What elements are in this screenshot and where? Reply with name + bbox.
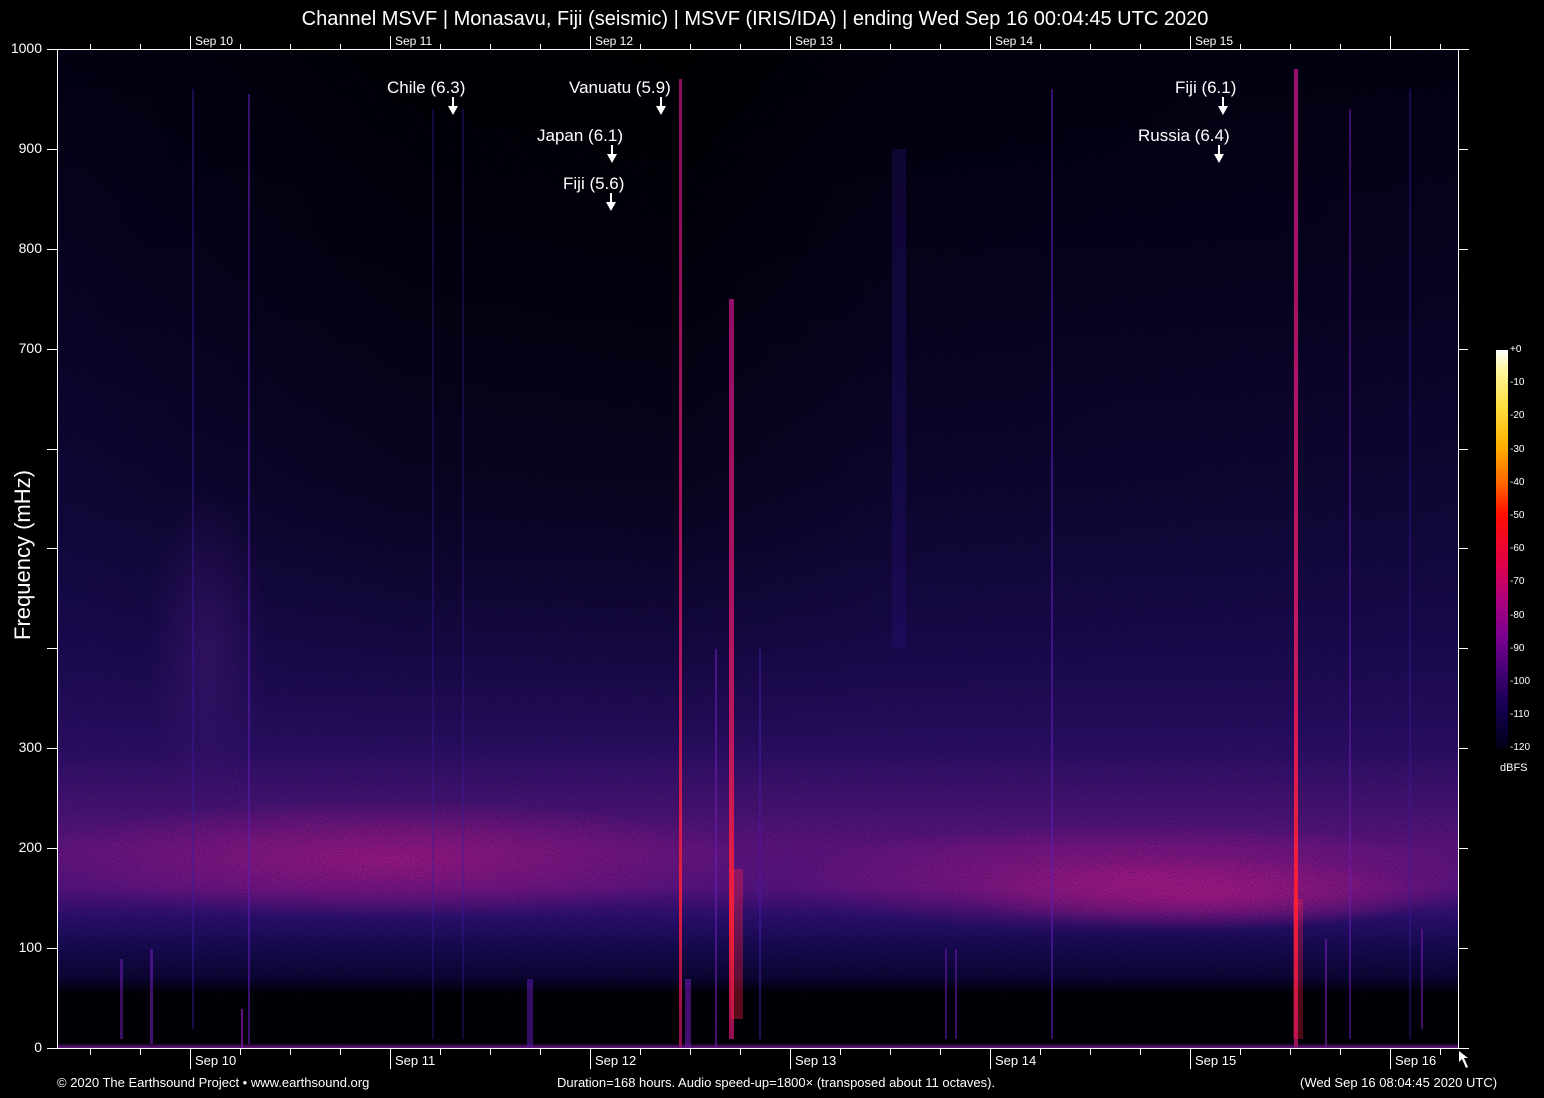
x-label-top: Sep 10 <box>195 34 234 48</box>
x-label-bottom: Sep 11 <box>395 1053 436 1068</box>
colorbar-label: -10 <box>1510 377 1525 388</box>
colorbar-label: -110 <box>1510 709 1530 720</box>
y-label: 700 <box>18 340 42 356</box>
y-label: 800 <box>18 240 42 256</box>
y-axis-left-line <box>57 49 58 1049</box>
y-label: 1000 <box>10 40 42 56</box>
colorbar-label: -50 <box>1510 510 1525 521</box>
footer-duration: Duration=168 hours. Audio speed-up=1800×… <box>557 1075 996 1090</box>
colorbar-label: -80 <box>1510 610 1525 621</box>
y-axis-right-line <box>1458 49 1459 1049</box>
colorbar-label: -100 <box>1510 676 1531 687</box>
chart-title: Channel MSVF | Monasavu, Fiji (seismic) … <box>301 8 1209 30</box>
footer-end-time: (Wed Sep 16 08:04:45 2020 UTC) <box>1300 1075 1498 1090</box>
spectrogram-plot[interactable] <box>57 49 1458 1048</box>
annotation-label: Chile (6.3) <box>387 78 466 97</box>
y-axis-title: Frequency (mHz) <box>10 470 35 640</box>
colorbar-label: -90 <box>1510 643 1525 654</box>
x-label-bottom: Sep 13 <box>795 1053 837 1068</box>
colorbar-unit: dBFS <box>1500 762 1528 774</box>
playhead-cursor-icon[interactable] <box>1458 1050 1472 1072</box>
x-label-top: Sep 14 <box>995 34 1034 48</box>
annotation-label: Japan (6.1) <box>537 126 623 145</box>
annotation-label: Russia (6.4) <box>1138 126 1230 145</box>
colorbar-label: -60 <box>1510 543 1525 554</box>
x-label-top: Sep 11 <box>395 34 433 48</box>
colorbar-label: +0 <box>1510 344 1522 355</box>
x-label-bottom: Sep 14 <box>995 1053 1037 1068</box>
x-axis-top-line <box>57 49 1469 50</box>
colorbar-label: -30 <box>1510 444 1525 455</box>
colorbar-label: -20 <box>1510 410 1525 421</box>
annotation-label: Fiji (6.1) <box>1175 78 1237 97</box>
annotation-label: Vanuatu (5.9) <box>569 78 671 97</box>
x-label-bottom: Sep 12 <box>595 1053 637 1068</box>
annotation-label: Fiji (5.6) <box>563 174 625 193</box>
x-label-bottom: Sep 16 <box>1395 1053 1437 1068</box>
x-label-top: Sep 12 <box>595 34 634 48</box>
y-label: 100 <box>18 939 42 955</box>
spectrogram-image <box>57 49 1458 1048</box>
x-label-top: Sep 13 <box>795 34 834 48</box>
y-label: 300 <box>18 739 42 755</box>
y-label: 900 <box>18 140 42 156</box>
x-label-bottom: Sep 15 <box>1195 1053 1237 1068</box>
footer-copyright: © 2020 The Earthsound Project • www.eart… <box>57 1075 370 1090</box>
colorbar-label: -40 <box>1510 477 1525 488</box>
x-axis-bottom-line <box>57 1048 1469 1049</box>
y-label: 200 <box>18 839 42 855</box>
colorbar <box>1496 350 1508 748</box>
colorbar-label: -120 <box>1510 742 1531 753</box>
x-label-top: Sep 15 <box>1195 34 1234 48</box>
y-label: 0 <box>34 1039 42 1055</box>
x-label-bottom: Sep 10 <box>195 1053 237 1068</box>
colorbar-label: -70 <box>1510 576 1525 587</box>
